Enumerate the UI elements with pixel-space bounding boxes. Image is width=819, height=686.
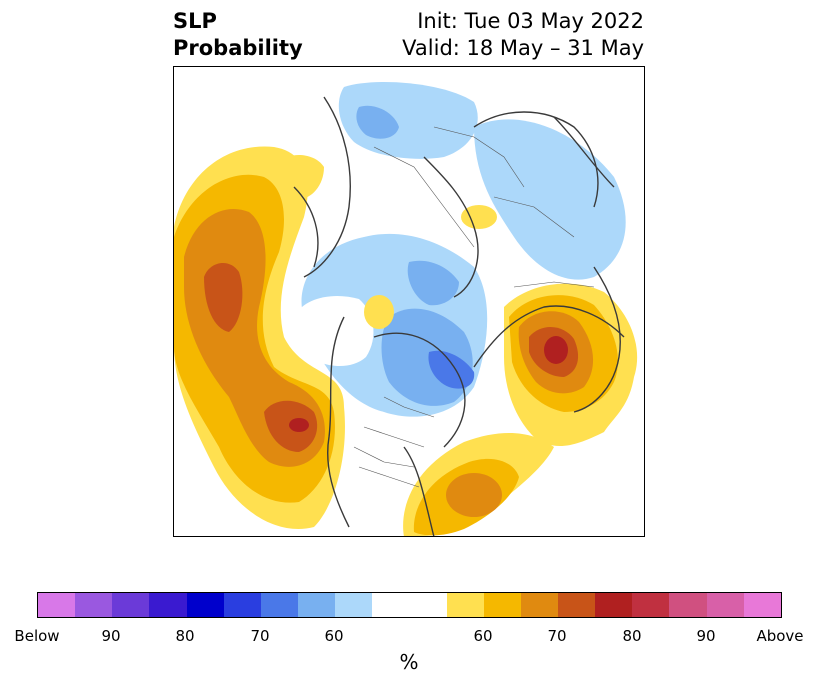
red-europe xyxy=(544,336,568,364)
coastlines xyxy=(293,96,625,536)
probability-map xyxy=(174,82,638,536)
init-date: Init: Tue 03 May 2022 xyxy=(417,9,644,33)
red-pacific xyxy=(289,418,309,432)
colorbar-tick-label: 70 xyxy=(547,627,567,645)
colorbar-cell xyxy=(297,593,336,617)
yellow-small-arctic xyxy=(364,295,394,329)
colorbar-cell xyxy=(520,593,558,617)
colorbar xyxy=(37,592,782,618)
title-left: SLP Probability xyxy=(173,8,303,62)
borders xyxy=(353,126,595,488)
orange-atlantic xyxy=(446,473,502,517)
colorbar-cell xyxy=(112,593,150,617)
colorbar-cell xyxy=(669,593,707,617)
colorbar-cell xyxy=(483,593,521,617)
colorbar-cell xyxy=(595,593,633,617)
title-variable: SLP xyxy=(173,9,217,33)
colorbar-tick-label: 90 xyxy=(696,627,716,645)
colorbar-cell xyxy=(186,593,224,617)
colorbar-cell xyxy=(38,593,76,617)
yellow-alaska xyxy=(278,155,324,200)
colorbar-cell xyxy=(446,593,484,617)
map-panel xyxy=(173,66,645,537)
colorbar-cell xyxy=(706,593,744,617)
blue-dark-arctic xyxy=(428,350,475,389)
red-orange-pacific-north xyxy=(204,262,243,332)
colorbar-tick-label: Above xyxy=(756,627,804,645)
colorbar-cell xyxy=(632,593,670,617)
blue-light-europe xyxy=(338,82,478,159)
colorbar-tick-label: 60 xyxy=(473,627,493,645)
colorbar-tick-label: 80 xyxy=(622,627,642,645)
colorbar-cell xyxy=(743,593,781,617)
colorbar-cell xyxy=(335,593,373,617)
blue-mid-north xyxy=(407,260,459,306)
colorbar-cell xyxy=(409,593,447,617)
colorbar-tick-label: 80 xyxy=(175,627,195,645)
yellow-russia xyxy=(461,205,497,229)
title-right: Init: Tue 03 May 2022 Valid: 18 May – 31… xyxy=(402,8,644,62)
colorbar-tick-label: Below xyxy=(14,627,60,645)
title-type: Probability xyxy=(173,36,303,60)
colorbar-tick-label: 60 xyxy=(324,627,344,645)
colorbar-cell xyxy=(372,593,410,617)
colorbar-unit: % xyxy=(399,650,419,674)
colorbar-cell xyxy=(223,593,261,617)
colorbar-tick-label: 70 xyxy=(250,627,270,645)
colorbar-cell xyxy=(557,593,596,617)
valid-range: Valid: 18 May – 31 May xyxy=(402,36,644,60)
white-patch xyxy=(292,296,374,367)
blue-light-asia xyxy=(474,119,626,280)
colorbar-tick-label: 90 xyxy=(101,627,121,645)
blue-mid-europe xyxy=(356,105,399,139)
colorbar-cell xyxy=(75,593,113,617)
colorbar-cell xyxy=(260,593,298,617)
colorbar-cell xyxy=(149,593,187,617)
